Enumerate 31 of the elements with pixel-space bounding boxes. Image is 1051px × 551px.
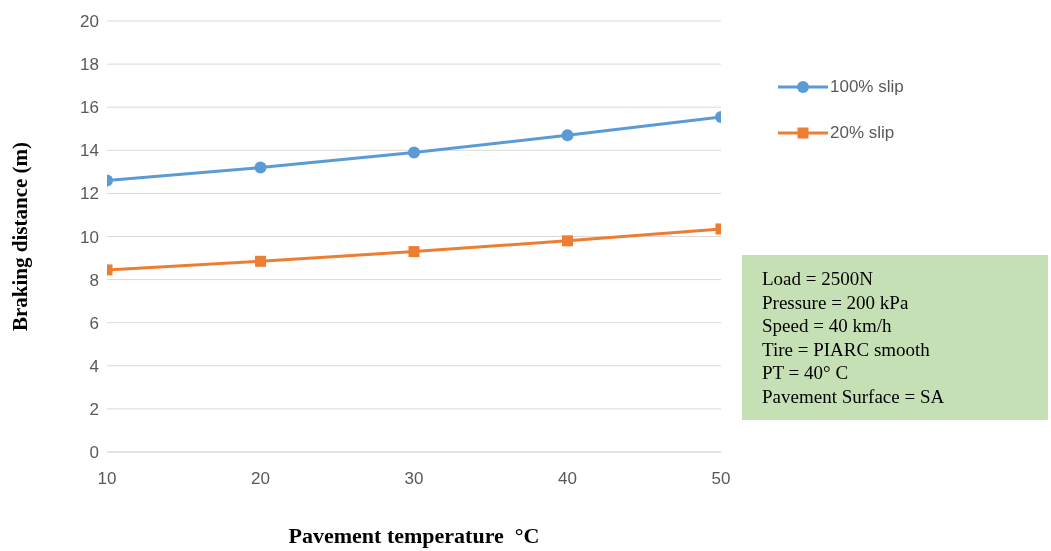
x-tick-label: 40 [558, 469, 577, 489]
text: Tire = PIARC smooth [762, 337, 931, 361]
text: Load = 2500N [762, 267, 874, 291]
point [408, 246, 420, 258]
y-tick-label: 14 [80, 141, 99, 161]
point [408, 146, 420, 159]
y-tick-label: 16 [80, 98, 99, 118]
y-tick-label: 18 [80, 55, 99, 75]
point [562, 235, 573, 247]
y-tick-label: 12 [80, 184, 99, 204]
y-tick-label: 10 [80, 227, 99, 247]
y-tick-label: 0 [89, 443, 99, 463]
y-tick-label: 6 [89, 313, 99, 333]
y-tick-label: 20 [80, 12, 99, 32]
x-tick-label: 50 [711, 469, 731, 489]
point [254, 161, 267, 174]
text: PT = 40° C [762, 361, 850, 385]
legend-label: 20% slip [830, 123, 895, 143]
text: Pressure = 200 kPa [762, 290, 910, 314]
y-axis-title: Braking distance (m) [8, 141, 33, 331]
x-tick-label: 30 [404, 469, 424, 489]
y-tick-label: 2 [89, 399, 99, 419]
x-axis-title: Pavement temperature °C [287, 523, 541, 549]
point [255, 255, 266, 267]
y-tick-label: 4 [89, 356, 99, 376]
legend-label: 100% slip [830, 77, 904, 97]
x-tick-label: 20 [251, 469, 270, 489]
text: Speed = 40 km/h [762, 314, 893, 338]
y-tick-label: 8 [89, 270, 99, 290]
point [561, 129, 574, 142]
text: Pavement Surface = SA [762, 384, 946, 408]
